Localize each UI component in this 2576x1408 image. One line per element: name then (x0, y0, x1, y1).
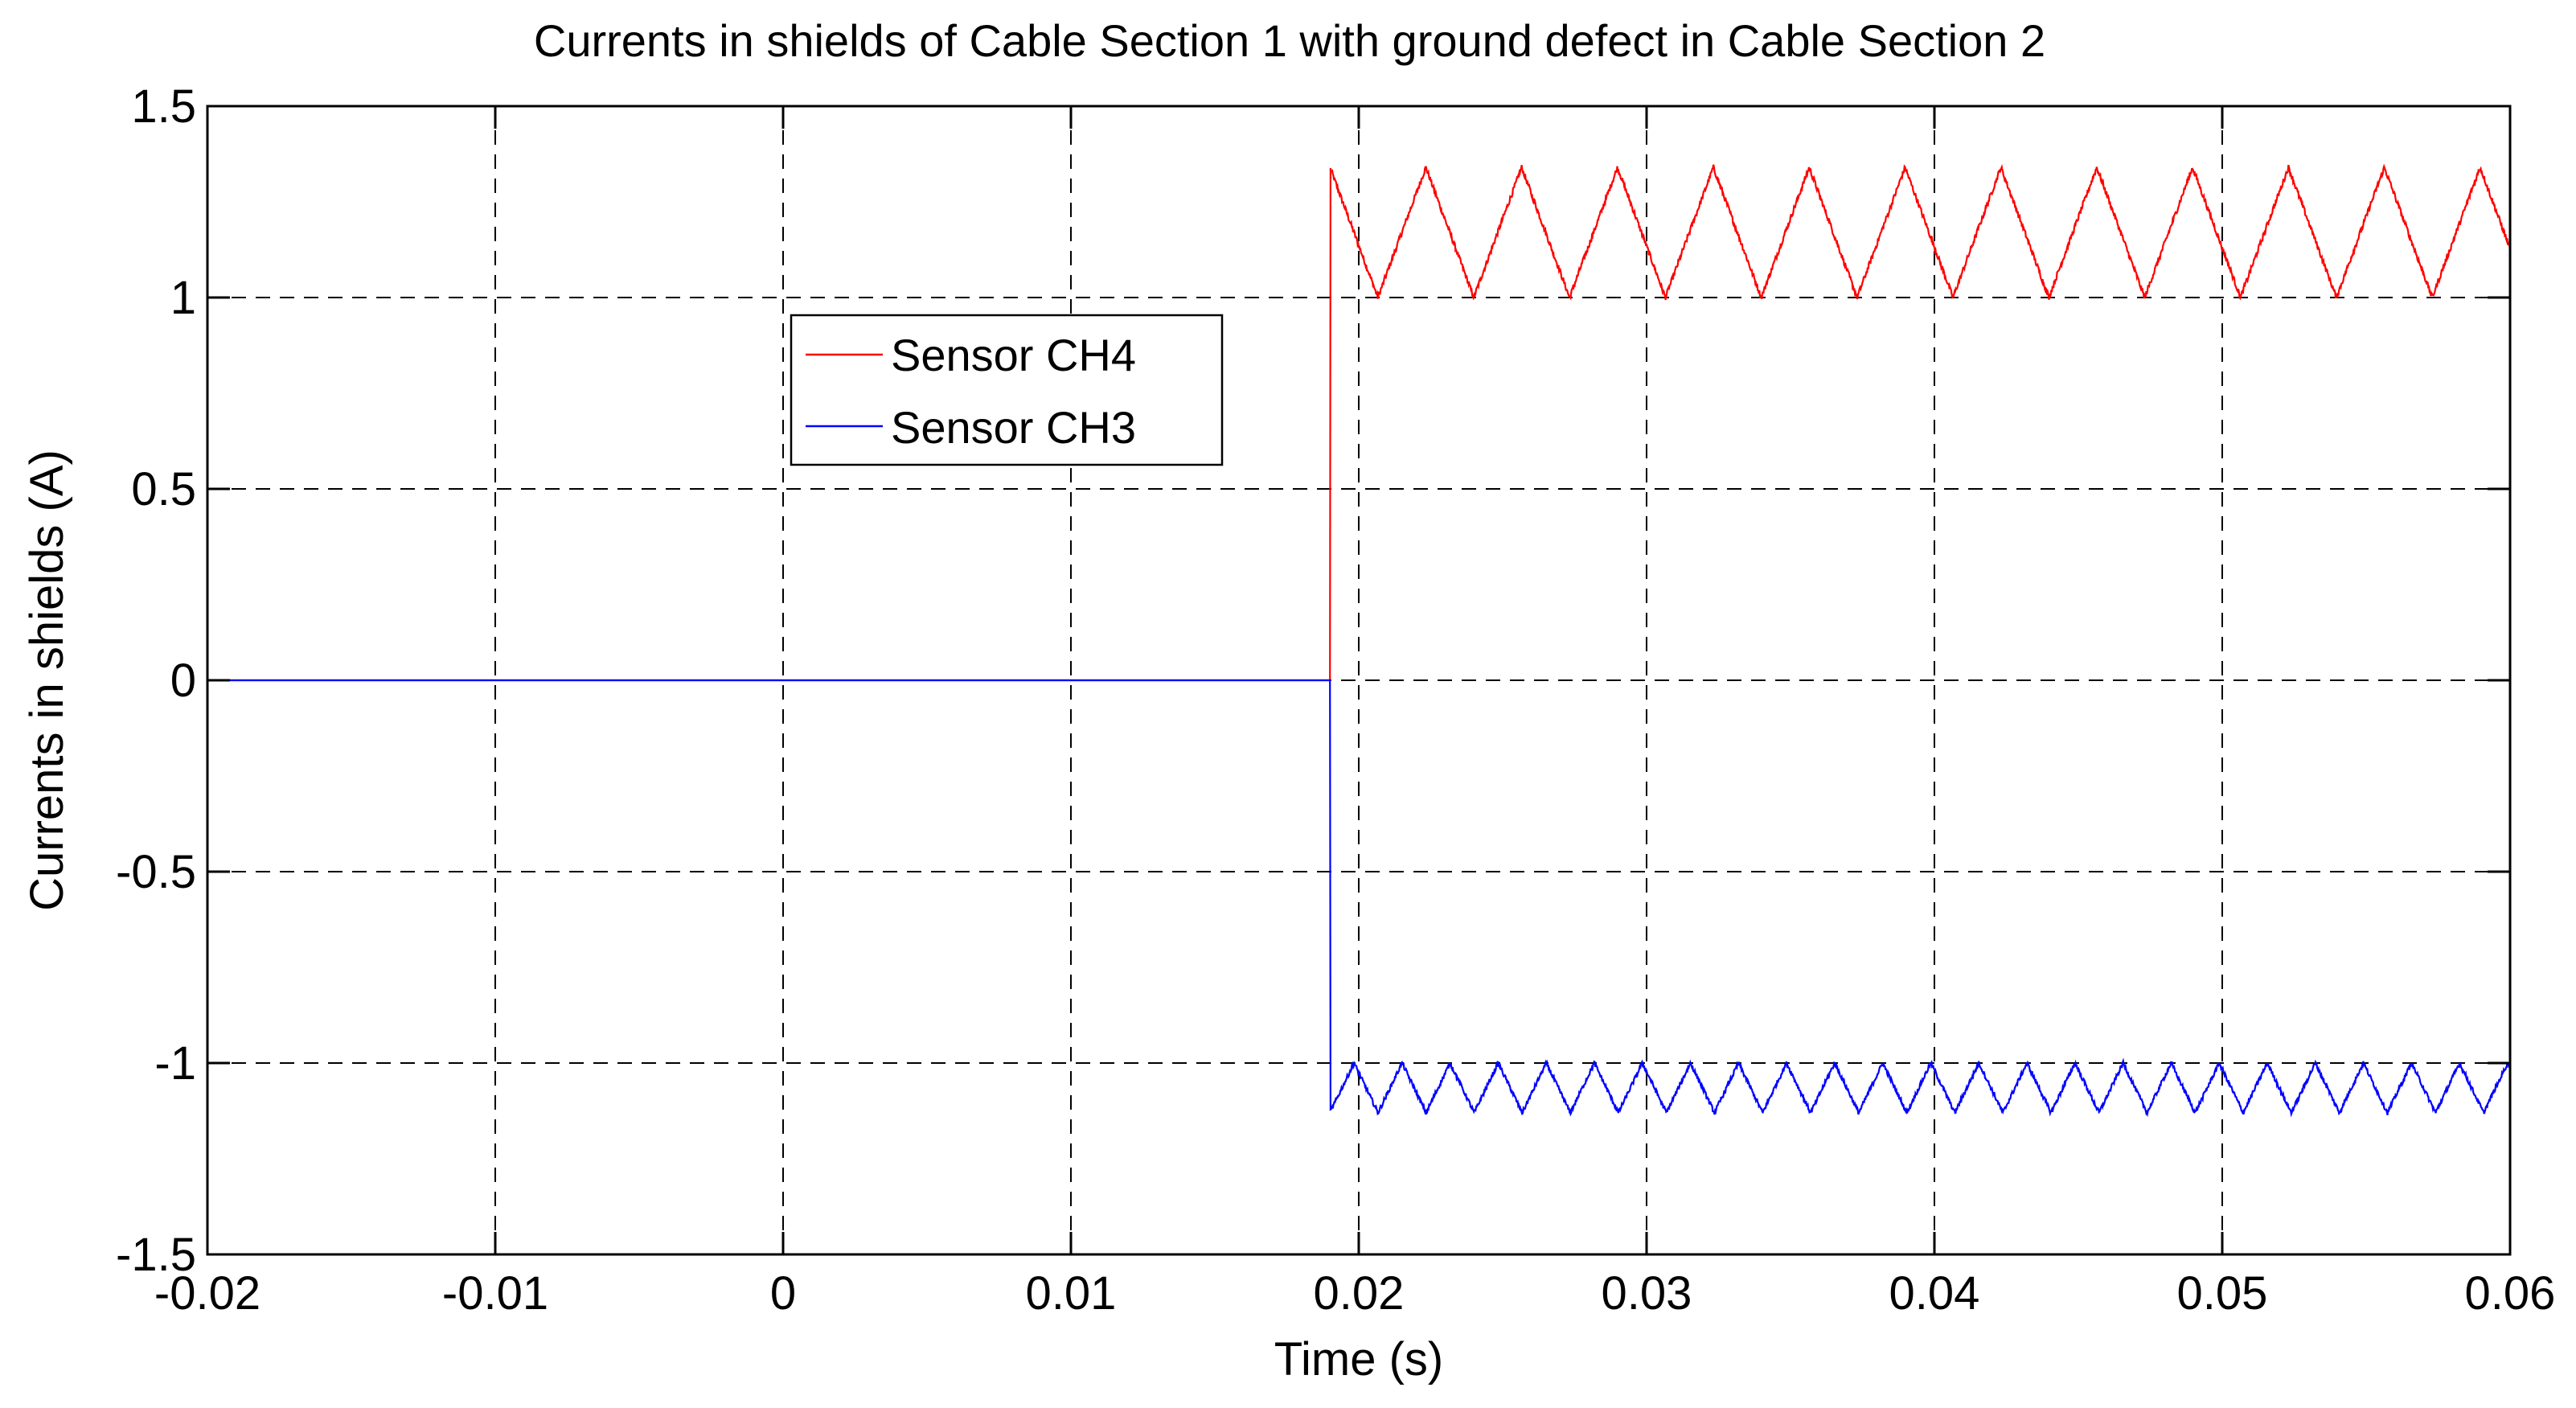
legend-label-ch3: Sensor CH3 (891, 402, 1136, 453)
y-tick-label: 0.5 (131, 463, 196, 515)
x-axis-label: Time (s) (1274, 1333, 1443, 1385)
y-tick-label: 1 (170, 272, 196, 324)
x-tick-label: 0.02 (1314, 1267, 1405, 1320)
series-layer (207, 163, 2512, 1118)
legend: Sensor CH4 Sensor CH3 (790, 314, 1224, 466)
x-tick-label: 0.05 (2177, 1267, 2268, 1320)
y-tick-label: -1.5 (116, 1229, 196, 1281)
y-tick-label: -0.5 (116, 846, 196, 898)
axis-ticks: -0.02 -0.01 0 0.01 0.02 0.03 0.04 0.05 0.06 -1.5 -… (116, 80, 2555, 1320)
x-tick-label: 0.01 (1026, 1267, 1117, 1320)
grid-lines (207, 106, 2510, 1254)
series-line-sensor-ch3 (207, 679, 2512, 1118)
legend-label-ch4: Sensor CH4 (891, 330, 1136, 380)
y-tick-label: 1.5 (131, 80, 196, 133)
chart-title: Currents in shields of Cable Section 1 w… (534, 15, 2045, 66)
x-tick-label: -0.02 (154, 1267, 260, 1320)
x-tick-label: -0.01 (442, 1267, 548, 1320)
x-tick-label: 0.04 (1889, 1267, 1980, 1320)
x-tick-label: 0.06 (2465, 1267, 2556, 1320)
legend-box (790, 314, 1224, 466)
x-tick-label: 0 (770, 1267, 796, 1320)
x-tick-label: 0.03 (1602, 1267, 1692, 1320)
series-line-sensor-ch4 (207, 163, 2512, 682)
y-tick-label: 0 (170, 655, 196, 707)
y-tick-label: -1 (154, 1037, 196, 1090)
y-axis-label: Currents in shields (A) (21, 449, 73, 911)
